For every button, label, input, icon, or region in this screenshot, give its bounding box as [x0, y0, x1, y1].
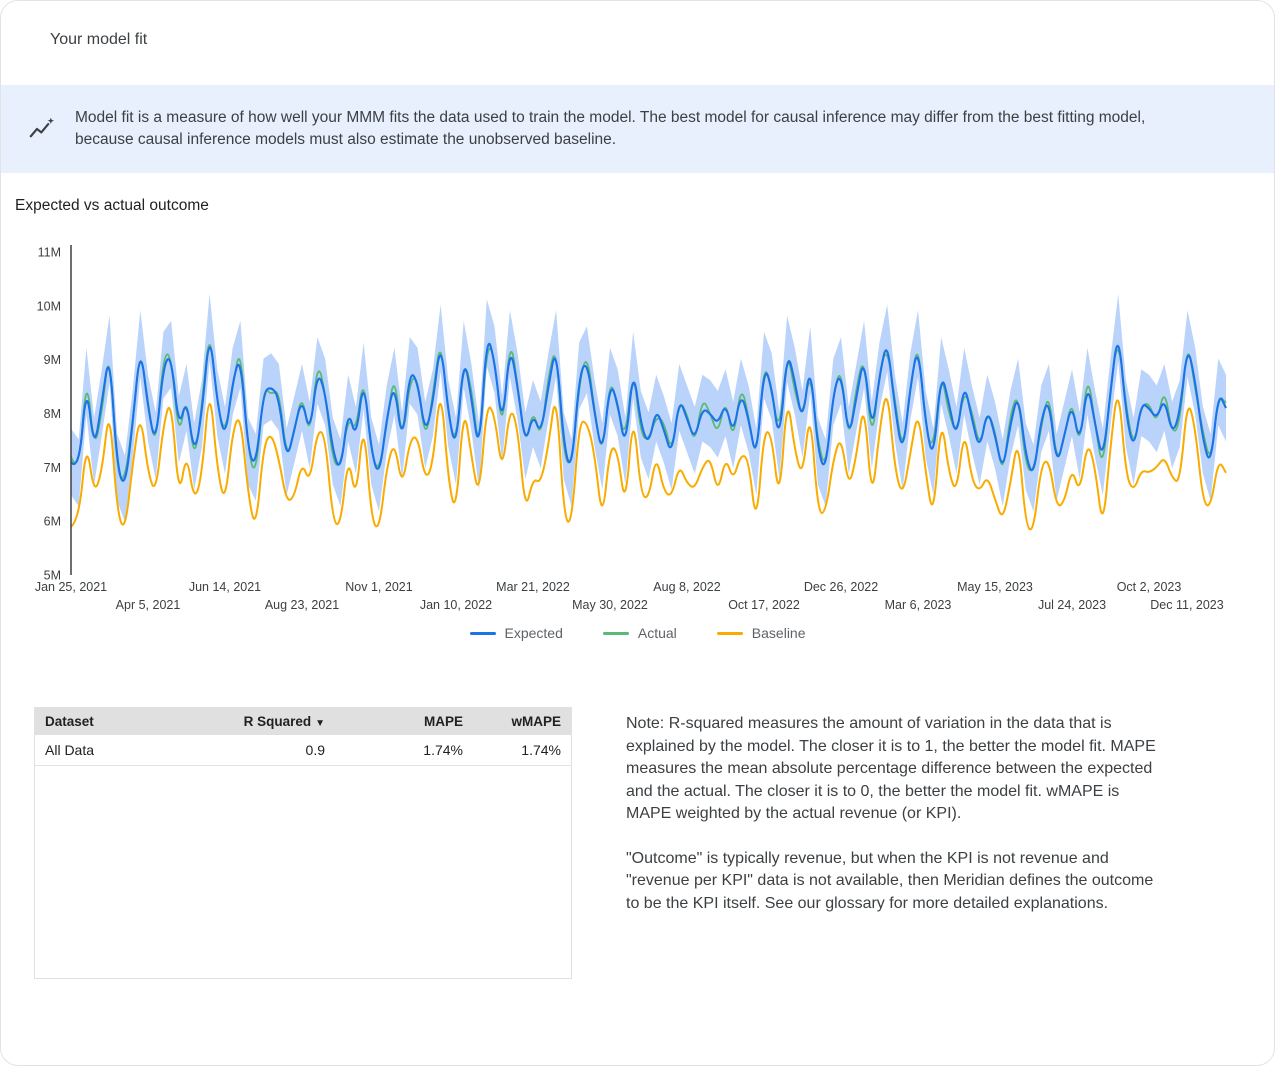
col-header-rsquared[interactable]: R Squared ▼ — [200, 714, 335, 729]
x-tick-label: Dec 11, 2023 — [1150, 598, 1223, 612]
x-tick-label: Jun 14, 2021 — [189, 580, 261, 594]
x-tick-label: Aug 23, 2021 — [265, 598, 339, 612]
col-header-dataset[interactable]: Dataset — [45, 714, 94, 729]
x-tick-label: Oct 17, 2022 — [728, 598, 800, 612]
expected-line-swatch — [469, 631, 496, 635]
y-tick-label: 8M — [44, 407, 61, 421]
table-row: All Data 0.9 1.74% 1.74% — [35, 735, 571, 766]
legend-item-baseline[interactable]: Baseline — [716, 625, 806, 641]
x-tick-label: May 15, 2023 — [957, 580, 1033, 594]
confidence-band — [71, 294, 1226, 523]
note-paragraph-2: "Outcome" is typically revenue, but when… — [626, 849, 1154, 912]
sort-descending-icon: ▼ — [315, 718, 325, 729]
x-tick-label: Dec 26, 2022 — [804, 580, 878, 594]
legend-label-expected: Expected — [504, 625, 563, 641]
y-tick-label: 11M — [38, 246, 61, 260]
cell-dataset: All Data — [45, 742, 95, 758]
chart-legend: Expected Actual Baseline — [1, 625, 1274, 641]
x-tick-label: Mar 21, 2022 — [496, 580, 570, 594]
col-header-mape[interactable]: MAPE — [423, 714, 463, 729]
cell-rsquared: 0.9 — [305, 742, 325, 758]
col-header-wmape[interactable]: wMAPE — [511, 714, 561, 729]
x-tick-label: Jul 24, 2023 — [1038, 598, 1106, 612]
y-tick-label: 7M — [44, 461, 61, 475]
baseline-line — [70, 397, 1227, 531]
x-tick-label: Aug 8, 2022 — [653, 580, 720, 594]
x-tick-label: Apr 5, 2021 — [116, 598, 181, 612]
table-header-row: Dataset R Squared ▼ MAPE wMAPE — [35, 708, 571, 735]
insights-icon — [28, 116, 55, 143]
cell-wmape: 1.74% — [521, 742, 561, 758]
x-tick-label: May 30, 2022 — [572, 598, 648, 612]
y-tick-label: 9M — [44, 353, 61, 367]
legend-item-expected[interactable]: Expected — [469, 625, 563, 641]
model-fit-table: Dataset R Squared ▼ MAPE wMAPE All Data 0… — [34, 707, 572, 979]
y-tick-label: 5M — [44, 569, 61, 583]
x-tick-label: Jan 10, 2022 — [420, 598, 492, 612]
y-tick-label: 10M — [37, 299, 61, 313]
actual-line-swatch — [602, 631, 629, 635]
model-fit-chart[interactable]: 5M 6M 7M 8M 9M 10M 11M Jan 25, 2021 Apr 5, 2021 J… — [9, 237, 1254, 619]
note-text: Note: R-squared measures the amount of v… — [626, 713, 1160, 915]
info-banner-text: Model fit is a measure of how well your … — [75, 109, 1146, 148]
x-tick-label: Oct 2, 2023 — [1117, 580, 1182, 594]
cell-mape: 1.74% — [423, 742, 463, 758]
col-header-rsquared-label: R Squared — [243, 714, 312, 729]
y-tick-label: 6M — [44, 515, 61, 529]
expected-line — [70, 342, 1227, 482]
legend-item-actual[interactable]: Actual — [602, 625, 677, 641]
legend-label-baseline: Baseline — [751, 625, 806, 641]
baseline-line-swatch — [716, 631, 743, 635]
x-tick-label: Nov 1, 2021 — [345, 580, 412, 594]
x-tick-label: Mar 6, 2023 — [885, 598, 952, 612]
x-tick-label: Jan 25, 2021 — [35, 580, 107, 594]
note-paragraph-1: Note: R-squared measures the amount of v… — [626, 715, 1156, 822]
chart-section-title: Expected vs actual outcome — [15, 197, 209, 214]
page-title: Your model fit — [50, 31, 148, 48]
legend-label-actual: Actual — [637, 625, 677, 641]
info-banner: Model fit is a measure of how well your … — [1, 85, 1274, 173]
